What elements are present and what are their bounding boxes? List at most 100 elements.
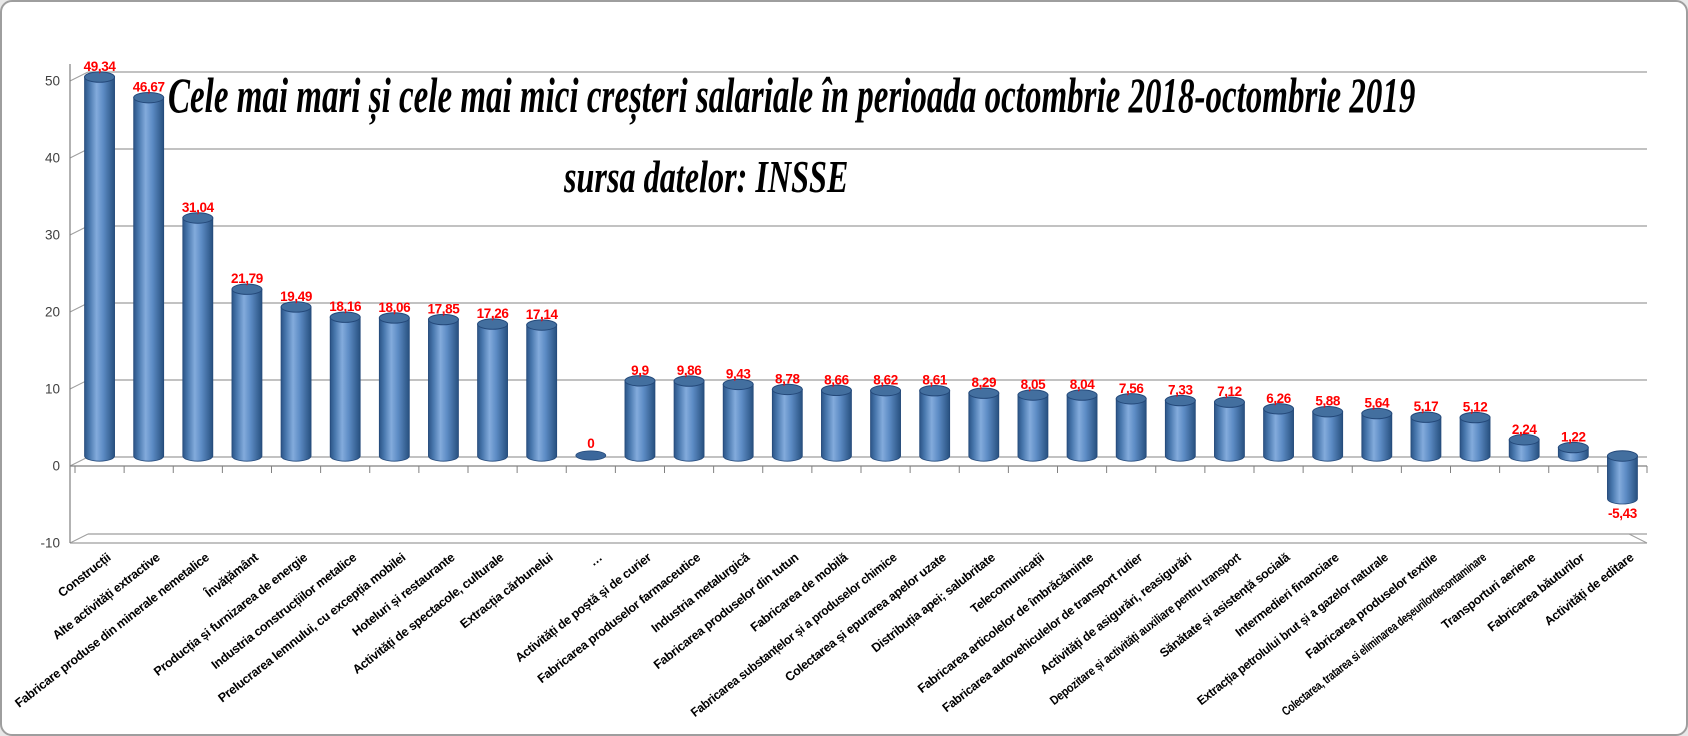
y-tick-label-50: 50	[45, 74, 60, 89]
bar-top-16	[820, 384, 852, 397]
bar-top-14	[722, 378, 754, 391]
value-label-23: 7,33	[1168, 383, 1194, 398]
y-tick-label-0: 0	[52, 459, 60, 474]
value-label-21: 8,04	[1070, 377, 1096, 392]
bar-2	[133, 97, 165, 462]
value-label-7: 18,06	[378, 300, 411, 315]
value-label-19: 8,29	[971, 375, 996, 390]
bar-top-21	[1066, 389, 1098, 401]
chart-subtitle: sursa datelor: INSSE	[563, 151, 848, 202]
category-label-32: Activități de editare	[1542, 550, 1637, 628]
bar-18	[919, 390, 951, 462]
value-label-11: 0	[587, 436, 594, 451]
bar-top-7	[378, 312, 410, 324]
y-tick-label-20: 20	[45, 305, 60, 320]
y-tick-label--10: -10	[40, 536, 60, 551]
bar-4	[231, 288, 263, 462]
bar-22	[1115, 398, 1147, 462]
bar-24	[1214, 401, 1245, 462]
y-tick-label-10: 10	[45, 382, 60, 397]
value-label-1: 49,34	[84, 59, 117, 74]
bar-top-1	[84, 71, 116, 83]
bar-top-20	[1017, 389, 1049, 401]
bar-16	[821, 389, 852, 462]
category-label-11: …	[586, 550, 604, 569]
bar-10	[526, 324, 558, 462]
value-label-4: 21,79	[231, 271, 263, 286]
category-label-10: Extracția cărbunelui	[457, 550, 555, 631]
value-label-17: 8,62	[873, 373, 898, 388]
bar-5	[280, 306, 312, 462]
value-label-12: 9,9	[631, 363, 649, 378]
value-label-24: 7,12	[1217, 384, 1242, 399]
value-label-28: 5,17	[1414, 399, 1439, 414]
bar-top-27	[1361, 407, 1393, 420]
bar-top-26	[1312, 406, 1344, 418]
value-label-16: 8,66	[824, 372, 850, 387]
chart-title: Cele mai mari și cele mai mici creșteri …	[168, 68, 1415, 125]
bar-26	[1312, 411, 1344, 462]
bar-top-25	[1263, 403, 1295, 415]
bar-top-28	[1410, 411, 1442, 423]
bar-29	[1459, 417, 1491, 462]
bottom-right-jog	[1628, 533, 1648, 544]
bar-top-9	[477, 318, 509, 330]
bar-7	[378, 317, 410, 462]
gridline-jog--10	[69, 533, 89, 544]
bar-27	[1361, 413, 1393, 462]
bar-30	[1508, 439, 1540, 462]
bar-19	[968, 392, 1000, 462]
bar-13	[673, 380, 705, 462]
bar-32	[1607, 455, 1638, 505]
bar-top-3	[182, 212, 214, 224]
bar-17	[870, 390, 901, 462]
y-tick-label-40: 40	[45, 151, 60, 166]
bar-top-13	[673, 375, 705, 387]
bar-25	[1263, 408, 1294, 462]
bar-3	[182, 217, 214, 462]
bar-top-10	[526, 319, 558, 331]
bar-top-18	[919, 385, 951, 397]
bar-12	[624, 380, 656, 462]
bar-top-12	[624, 375, 656, 387]
bar-top-19	[968, 387, 1000, 399]
gridline-jog-0	[69, 456, 89, 467]
value-label-5: 19,49	[280, 289, 312, 304]
bar-top-23	[1164, 394, 1196, 407]
category-label-21: Fabricarea articolelor de îmbrăcăminte	[915, 550, 1096, 696]
bar-top-22	[1115, 393, 1147, 405]
bar-top-15	[771, 383, 803, 396]
value-label-27: 5,64	[1364, 396, 1390, 411]
value-label-32: -5,43	[1608, 506, 1638, 521]
bar-top-4	[231, 283, 263, 295]
bar-6	[329, 316, 361, 462]
bar-14	[722, 383, 754, 462]
value-label-25: 6,26	[1266, 391, 1292, 406]
value-label-2: 46,67	[133, 80, 165, 95]
value-label-26: 5,88	[1315, 394, 1341, 409]
bar-top-17	[870, 384, 902, 397]
bar-9	[477, 323, 508, 462]
category-label-3: Fabricare produse din minerale nemetalic…	[12, 550, 212, 710]
bar-top-29	[1459, 411, 1491, 424]
value-label-15: 8,78	[775, 371, 801, 386]
bar-20	[1017, 394, 1049, 462]
bar-top-6	[329, 311, 361, 323]
bar-1	[84, 76, 115, 462]
value-label-13: 9,86	[677, 363, 703, 378]
value-label-10: 17,14	[526, 307, 559, 322]
value-label-30: 2,24	[1512, 422, 1538, 437]
bar-21	[1066, 394, 1098, 462]
value-label-20: 8,05	[1021, 377, 1047, 392]
value-label-18: 8,61	[922, 373, 948, 388]
bar-top-31	[1557, 441, 1589, 454]
value-label-29: 5,12	[1463, 400, 1488, 415]
bar-top-8	[427, 313, 459, 326]
gridline-jog-50	[69, 71, 89, 82]
value-label-31: 1,22	[1561, 430, 1586, 445]
bar-top-24	[1213, 396, 1245, 408]
value-label-6: 18,16	[329, 299, 362, 314]
bar-15	[771, 388, 803, 462]
